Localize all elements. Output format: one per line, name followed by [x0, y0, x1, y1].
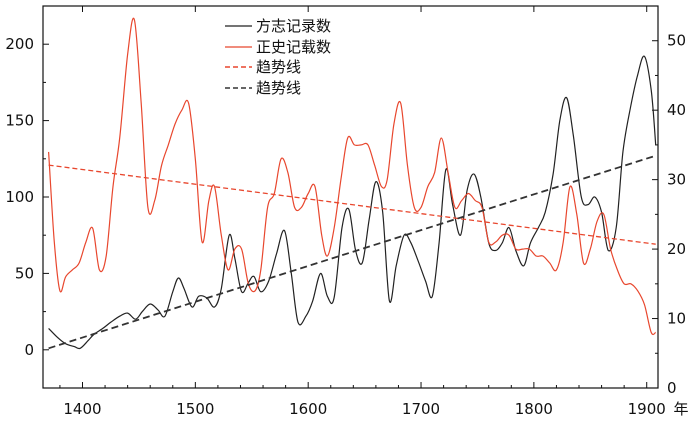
- legend-label: 趋势线: [256, 79, 301, 97]
- y-left-tick-label: 0: [24, 341, 34, 359]
- x-tick-label: 1500: [176, 400, 214, 418]
- y-right-tick-label: 10: [667, 310, 686, 328]
- series-trendline-fangzhi: [48, 154, 656, 350]
- legend-label: 趋势线: [256, 58, 301, 76]
- axes-layer: 1400 1500 1600 1700 1800 1900 年 0 50 100 150 200 0 10…: [5, 5, 689, 418]
- series-zhengshi-records: [48, 17, 657, 336]
- series-trendline-zhengshi: [48, 164, 656, 245]
- x-tick-label: 1600: [289, 400, 327, 418]
- x-tick-label: 1400: [63, 400, 101, 418]
- legend-label: 方志记录数: [256, 17, 331, 35]
- legend-label: 正史记载数: [256, 38, 331, 56]
- series-fangzhi-records: [48, 55, 657, 350]
- y-left-tick-label: 150: [5, 112, 34, 130]
- y-right-tick-label: 50: [667, 32, 686, 50]
- plot-frame: [42, 5, 659, 389]
- y-left-tick-label: 100: [5, 188, 34, 206]
- x-axis-label: 年: [673, 400, 688, 418]
- x-tick-label: 1900: [628, 400, 666, 418]
- y-right-tick-label: 20: [667, 240, 686, 258]
- y-left-tick-label: 200: [5, 35, 34, 53]
- y-right-tick-label: 0: [667, 379, 677, 397]
- x-tick-label: 1800: [515, 400, 553, 418]
- y-right-tick-label: 30: [667, 171, 686, 189]
- x-tick-label: 1700: [402, 400, 440, 418]
- y-left-tick-label: 50: [15, 264, 34, 282]
- series-layer: [48, 17, 657, 350]
- y-right-tick-label: 40: [667, 101, 686, 119]
